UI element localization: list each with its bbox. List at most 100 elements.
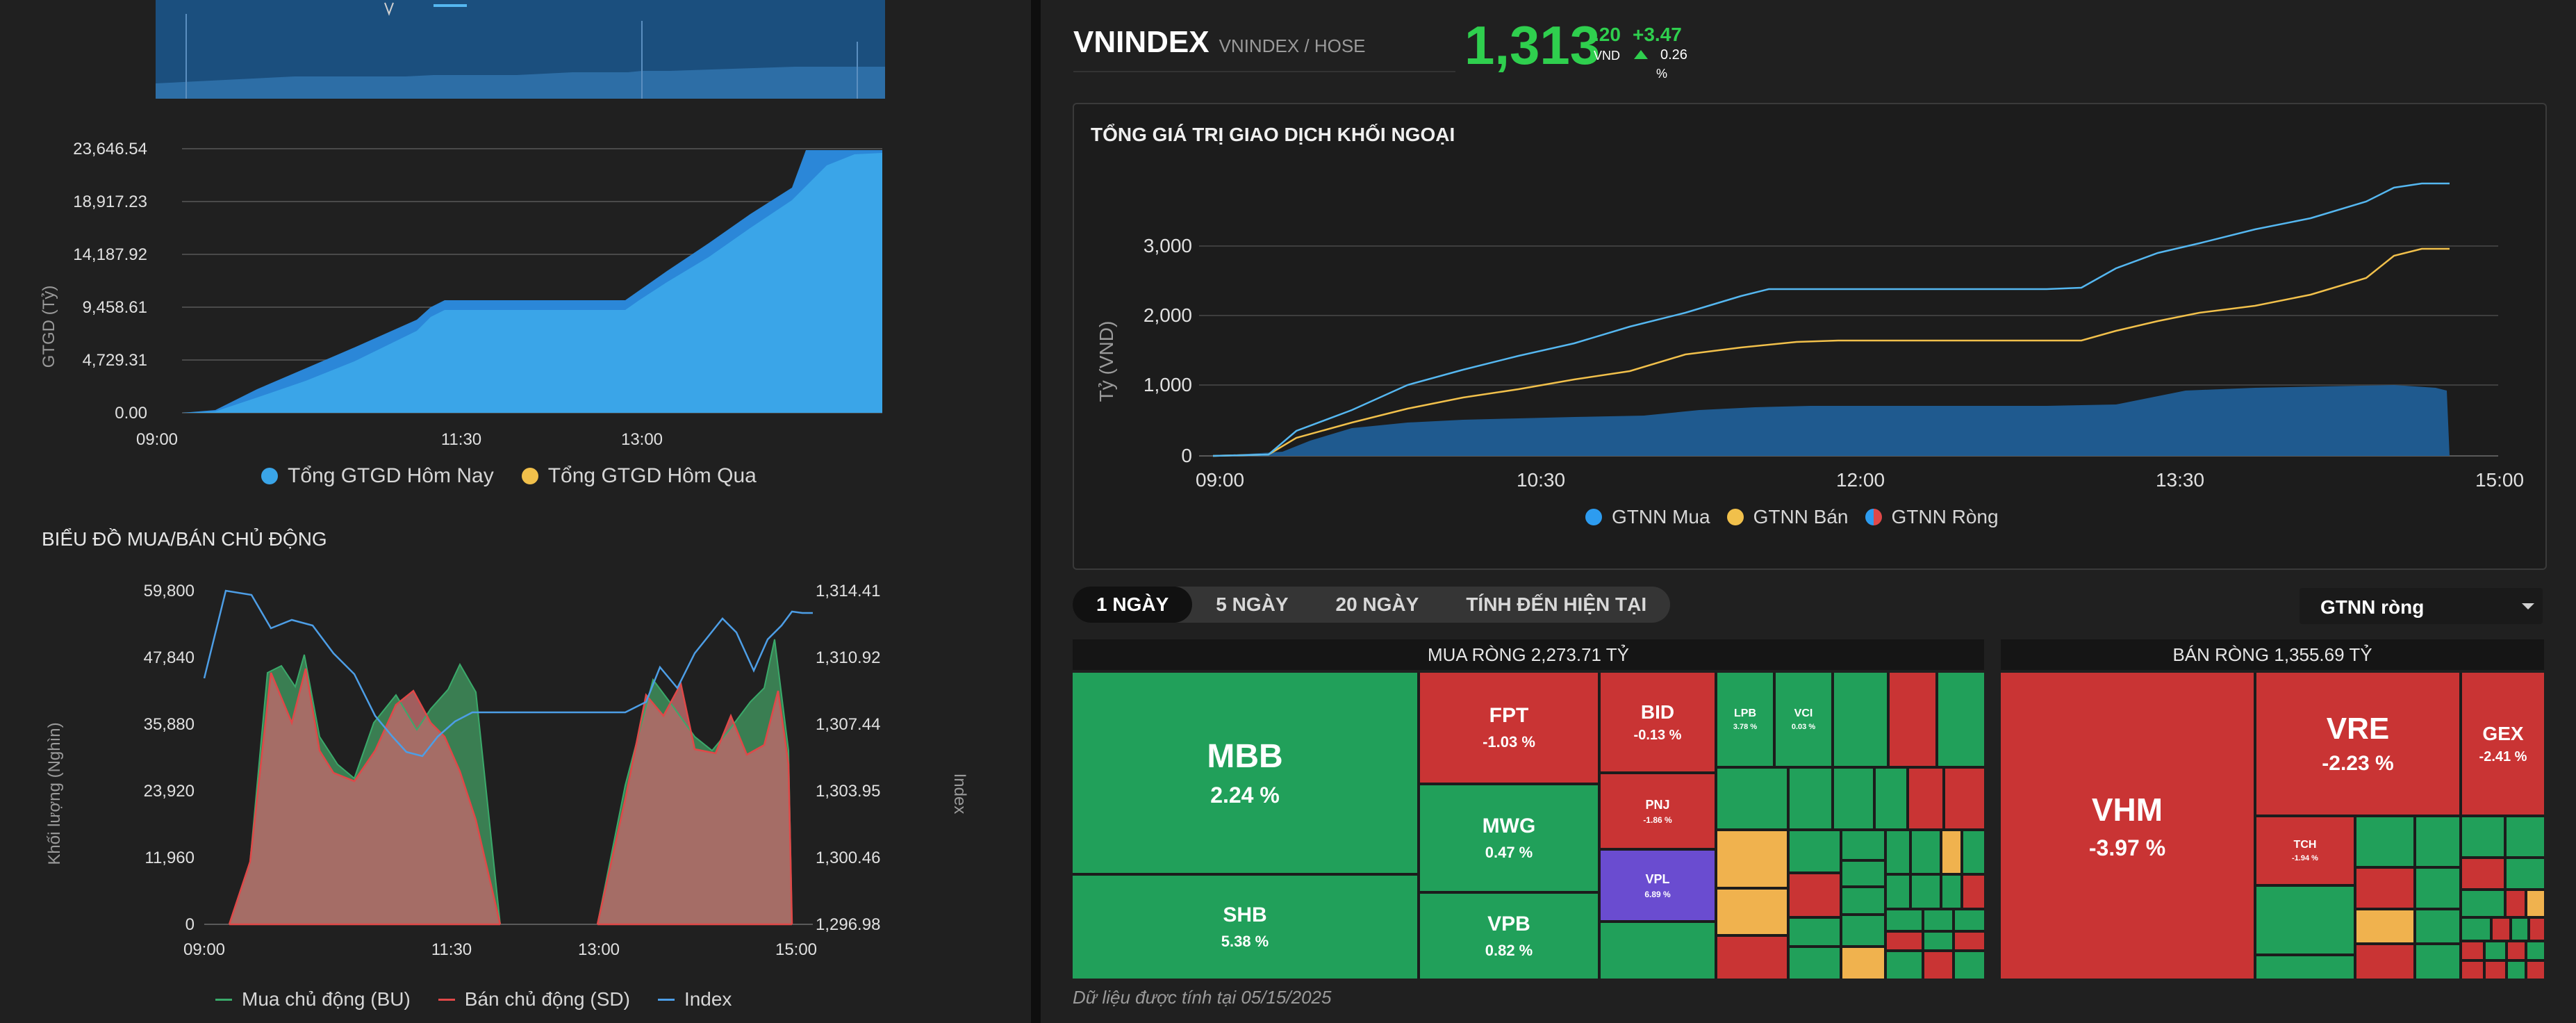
legend-buy[interactable]: GTNN Mua: [1585, 506, 1710, 528]
tm-cell-small[interactable]: [2356, 945, 2413, 979]
tm-cell-small[interactable]: [1955, 910, 1984, 930]
tm-cell-small[interactable]: [2507, 891, 2525, 916]
tm-cell-small[interactable]: [1955, 952, 1984, 979]
tm-cell-small[interactable]: [1887, 876, 1909, 908]
tm-cell-vre[interactable]: VRE -2.23 %: [2256, 673, 2459, 815]
tm-cell-small[interactable]: [2416, 869, 2459, 908]
tm-cell-small[interactable]: [1834, 673, 1887, 766]
dot-icon: [521, 468, 538, 484]
legend-sell[interactable]: GTNN Bán: [1726, 506, 1849, 528]
tm-cell-shb[interactable]: SHB 5.38 %: [1073, 876, 1417, 979]
tm-cell-small[interactable]: [1842, 948, 1884, 979]
tm-cell-small[interactable]: [2486, 962, 2505, 979]
tm-cell-small[interactable]: [2527, 891, 2544, 916]
tm-cell-small[interactable]: [1876, 769, 1906, 828]
tm-cell-bid[interactable]: BID -0.13 %: [1601, 673, 1715, 771]
tm-cell-small[interactable]: [1942, 831, 1960, 873]
tm-cell-vci[interactable]: VCI 0.03 %: [1776, 673, 1831, 766]
tm-cell-small[interactable]: [1945, 769, 1984, 828]
tm-cell-small[interactable]: [2530, 919, 2544, 940]
tm-cell-small[interactable]: [1790, 919, 1840, 945]
tm-cell-vpl[interactable]: VPL 6.89 %: [1601, 851, 1715, 920]
tm-cell-small[interactable]: [2512, 919, 2527, 940]
tm-cell-small[interactable]: [2256, 956, 2354, 979]
tm-cell-small[interactable]: [2462, 859, 2504, 888]
tm-cell-small[interactable]: [1717, 769, 1787, 828]
legend-net[interactable]: GTNN Ròng: [1865, 506, 1999, 528]
tm-cell-small[interactable]: [1955, 933, 1984, 949]
tm-cell-vhm[interactable]: VHM -3.97 %: [2001, 673, 2254, 979]
tm-cell-lpb[interactable]: LPB 3.78 %: [1717, 673, 1773, 766]
tm-cell-small[interactable]: [1887, 952, 1922, 979]
tm-cell-small[interactable]: [2508, 942, 2525, 959]
tm-cell-small[interactable]: [2462, 817, 2504, 856]
tm-cell-small[interactable]: [1790, 769, 1831, 828]
tm-cell-vpb[interactable]: VPB 0.82 %: [1420, 894, 1598, 979]
tm-cell-small[interactable]: [2416, 945, 2459, 979]
tm-cell-small[interactable]: [1963, 831, 1984, 873]
tm-cell-small[interactable]: [2462, 962, 2483, 979]
tm-cell-small[interactable]: [1912, 876, 1940, 908]
tm-cell-small[interactable]: [1842, 831, 1884, 859]
tm-cell-small[interactable]: [2356, 869, 2413, 908]
tm-cell-small[interactable]: [1924, 933, 1952, 949]
tm-cell-mwg[interactable]: MWG 0.47 %: [1420, 785, 1598, 891]
tm-cell-pnj[interactable]: PNJ -1.86 %: [1601, 774, 1715, 848]
tab-5-ngay[interactable]: 5 NGÀY: [1216, 594, 1289, 615]
legend-yesterday[interactable]: Tổng GTGD Hôm Qua: [521, 464, 757, 488]
legend-index[interactable]: Index: [657, 988, 732, 1010]
tm-cell-small[interactable]: [1717, 831, 1787, 887]
tm-cell-small[interactable]: [1887, 910, 1922, 930]
tm-cell-small[interactable]: [1887, 831, 1909, 873]
navigator-chart[interactable]: [156, 0, 885, 99]
tm-cell-small[interactable]: [2356, 910, 2413, 942]
gtgd-ylabel: GTGD (Tỷ): [40, 286, 58, 368]
tm-cell-small[interactable]: [2527, 962, 2544, 979]
tm-cell-small[interactable]: [1601, 923, 1715, 979]
legend-sd[interactable]: Bán chủ động (SD): [438, 988, 630, 1010]
tm-cell-small[interactable]: [1842, 916, 1884, 945]
tm-cell-small[interactable]: [1912, 831, 1940, 873]
tm-cell-gex[interactable]: GEX -2.41 %: [2462, 673, 2544, 815]
tm-cell-small[interactable]: [1790, 874, 1840, 916]
tm-cell-small[interactable]: [1717, 937, 1787, 979]
tm-cell-small[interactable]: [1942, 876, 1960, 908]
metric-dropdown[interactable]: GTNN ròng: [2300, 588, 2543, 624]
tab-1-ngay[interactable]: 1 NGÀY: [1073, 587, 1193, 623]
tm-cell-small[interactable]: [2462, 919, 2490, 940]
tm-cell-small[interactable]: [1887, 933, 1922, 949]
tm-cell-small[interactable]: [1842, 888, 1884, 913]
tm-cell-small[interactable]: [1790, 831, 1840, 871]
tm-cell-small[interactable]: [2508, 962, 2525, 979]
tm-cell-small[interactable]: [2462, 891, 2504, 916]
tm-cell-fpt[interactable]: FPT -1.03 %: [1420, 673, 1598, 783]
tm-cell-small[interactable]: [1890, 673, 1935, 766]
tm-cell-small[interactable]: [1938, 673, 1984, 766]
tm-cell-small[interactable]: [1924, 910, 1952, 930]
tm-cell-mbb[interactable]: MBB 2.24 %: [1073, 673, 1417, 873]
tab-20-ngay[interactable]: 20 NGÀY: [1335, 594, 1419, 615]
tab-hien-tai[interactable]: TÍNH ĐẾN HIỆN TẠI: [1466, 594, 1647, 615]
tm-cell-tch[interactable]: TCH -1.94 %: [2256, 817, 2354, 884]
tm-cell-small[interactable]: [2462, 942, 2483, 959]
tm-cell-small[interactable]: [1790, 948, 1840, 979]
tm-cell-small[interactable]: [1717, 890, 1787, 934]
tm-cell-small[interactable]: [2507, 817, 2544, 856]
tm-cell-small[interactable]: [2507, 859, 2544, 888]
tm-cell-small[interactable]: [1924, 952, 1952, 979]
tm-cell-small[interactable]: [1834, 769, 1873, 828]
tm-cell-small[interactable]: [1963, 876, 1984, 908]
tm-cell-small[interactable]: [2493, 919, 2509, 940]
tm-cell-small[interactable]: [2416, 817, 2459, 866]
period-tabs: 1 NGÀY 5 NGÀY 20 NGÀY TÍNH ĐẾN HIỆN TẠI: [1073, 587, 1671, 623]
tm-cell-small[interactable]: [1842, 862, 1884, 885]
tm-cell-small[interactable]: [2256, 887, 2354, 954]
tm-cell-small[interactable]: [2356, 817, 2413, 866]
tm-cell-small[interactable]: [2416, 910, 2459, 942]
tm-cell-small[interactable]: [1909, 769, 1942, 828]
legend-today[interactable]: Tổng GTGD Hôm Nay: [261, 464, 494, 488]
tm-cell-small[interactable]: [2486, 942, 2505, 959]
dot-icon: [1585, 509, 1602, 525]
tm-cell-small[interactable]: [2527, 942, 2544, 959]
legend-bu[interactable]: Mua chủ động (BU): [215, 988, 411, 1010]
